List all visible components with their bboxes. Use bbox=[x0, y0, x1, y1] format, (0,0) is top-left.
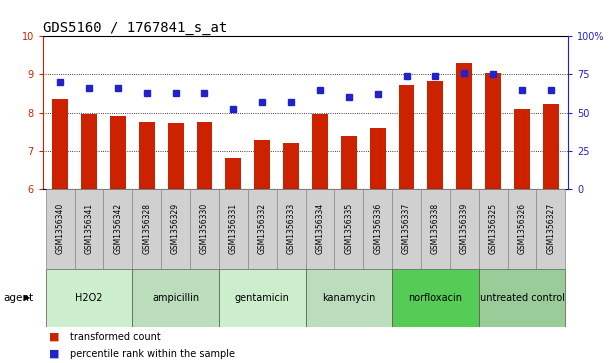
Bar bbox=[370, 128, 386, 189]
Text: GSM1356326: GSM1356326 bbox=[518, 203, 527, 254]
Bar bbox=[450, 189, 479, 269]
Bar bbox=[508, 189, 536, 269]
Bar bbox=[283, 143, 299, 189]
Bar bbox=[139, 122, 155, 189]
Text: GSM1356334: GSM1356334 bbox=[315, 203, 324, 254]
Bar bbox=[132, 269, 219, 327]
Text: agent: agent bbox=[3, 293, 33, 303]
Text: ■: ■ bbox=[49, 332, 59, 342]
Text: kanamycin: kanamycin bbox=[322, 293, 376, 303]
Text: GSM1356329: GSM1356329 bbox=[171, 203, 180, 254]
Bar bbox=[219, 189, 247, 269]
Bar bbox=[428, 81, 444, 189]
Bar bbox=[219, 269, 306, 327]
Bar bbox=[536, 189, 565, 269]
Text: GSM1356328: GSM1356328 bbox=[142, 203, 151, 254]
Bar bbox=[334, 189, 364, 269]
Bar bbox=[364, 189, 392, 269]
Bar bbox=[392, 269, 479, 327]
Bar bbox=[167, 123, 183, 189]
Text: GSM1356335: GSM1356335 bbox=[345, 203, 353, 254]
Bar bbox=[254, 140, 270, 189]
Bar bbox=[306, 189, 334, 269]
Bar bbox=[132, 189, 161, 269]
Bar bbox=[197, 122, 213, 189]
Text: untreated control: untreated control bbox=[480, 293, 565, 303]
Text: GSM1356337: GSM1356337 bbox=[402, 203, 411, 254]
Bar bbox=[190, 189, 219, 269]
Text: GSM1356327: GSM1356327 bbox=[546, 203, 555, 254]
Text: gentamicin: gentamicin bbox=[235, 293, 290, 303]
Bar bbox=[479, 269, 565, 327]
Bar bbox=[46, 189, 75, 269]
Bar bbox=[456, 63, 472, 189]
Text: GSM1356341: GSM1356341 bbox=[84, 203, 93, 254]
Bar bbox=[392, 189, 421, 269]
Bar bbox=[81, 114, 97, 189]
Bar bbox=[479, 189, 508, 269]
Text: GSM1356333: GSM1356333 bbox=[287, 203, 296, 254]
Text: GSM1356332: GSM1356332 bbox=[258, 203, 266, 254]
Text: ▶: ▶ bbox=[24, 293, 31, 302]
Bar bbox=[543, 104, 559, 189]
Bar bbox=[421, 189, 450, 269]
Bar bbox=[514, 109, 530, 189]
Bar bbox=[398, 85, 414, 189]
Text: GSM1356342: GSM1356342 bbox=[113, 203, 122, 254]
Bar bbox=[341, 136, 357, 189]
Bar bbox=[277, 189, 306, 269]
Bar bbox=[46, 269, 132, 327]
Text: GDS5160 / 1767841_s_at: GDS5160 / 1767841_s_at bbox=[43, 21, 227, 35]
Text: H2O2: H2O2 bbox=[75, 293, 103, 303]
Text: GSM1356338: GSM1356338 bbox=[431, 203, 440, 254]
Bar bbox=[75, 189, 103, 269]
Bar bbox=[485, 73, 501, 189]
Bar bbox=[225, 158, 241, 189]
Text: percentile rank within the sample: percentile rank within the sample bbox=[70, 349, 235, 359]
Text: GSM1356330: GSM1356330 bbox=[200, 203, 209, 254]
Bar bbox=[247, 189, 277, 269]
Text: GSM1356339: GSM1356339 bbox=[460, 203, 469, 254]
Text: GSM1356340: GSM1356340 bbox=[56, 203, 65, 254]
Bar bbox=[312, 114, 328, 189]
Text: ampicillin: ampicillin bbox=[152, 293, 199, 303]
Text: GSM1356325: GSM1356325 bbox=[489, 203, 498, 254]
Text: norfloxacin: norfloxacin bbox=[408, 293, 463, 303]
Bar bbox=[306, 269, 392, 327]
Bar bbox=[103, 189, 132, 269]
Bar bbox=[161, 189, 190, 269]
Text: transformed count: transformed count bbox=[70, 332, 161, 342]
Bar bbox=[52, 99, 68, 189]
Text: GSM1356331: GSM1356331 bbox=[229, 203, 238, 254]
Text: GSM1356336: GSM1356336 bbox=[373, 203, 382, 254]
Bar bbox=[110, 116, 126, 189]
Text: ■: ■ bbox=[49, 349, 59, 359]
